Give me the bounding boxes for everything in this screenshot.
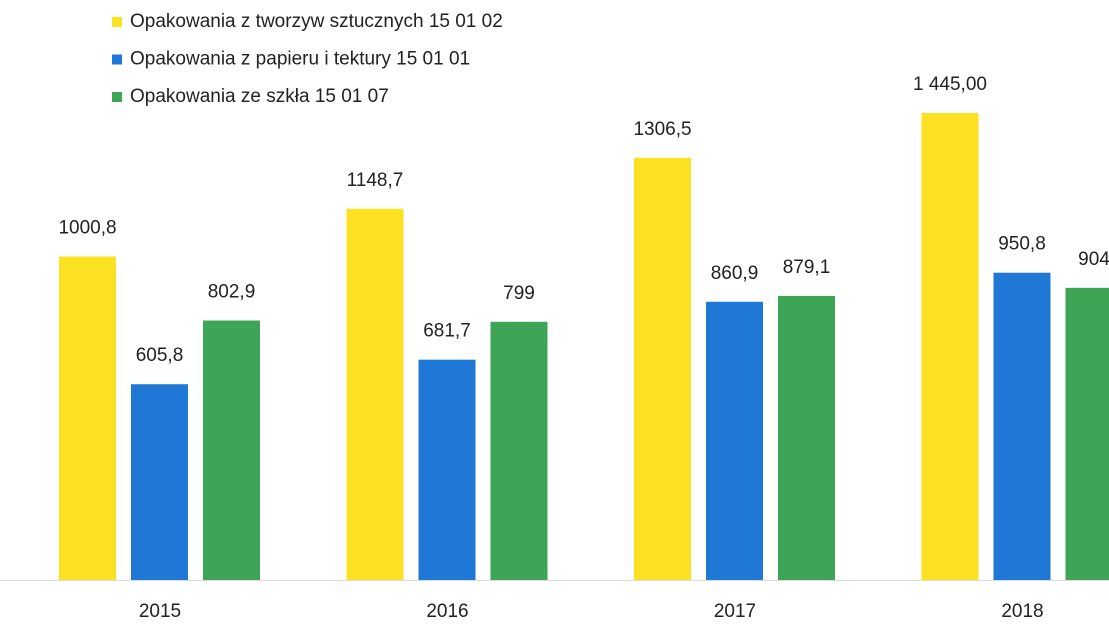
x-tick-label: 2015	[139, 601, 181, 622]
x-tick-label: 2018	[1001, 601, 1043, 622]
bar	[706, 301, 763, 580]
bar	[490, 321, 548, 580]
legend-label: Opakowania z tworzyw sztucznych 15 01 02	[130, 11, 503, 32]
bar	[921, 113, 979, 580]
data-label: 802,9	[208, 282, 256, 303]
data-label: 1000,8	[58, 218, 116, 239]
data-label: 950,8	[998, 234, 1046, 255]
bar	[131, 384, 188, 580]
data-label: 799	[503, 283, 535, 304]
bar	[993, 272, 1051, 580]
bar	[203, 320, 260, 580]
bar	[59, 256, 116, 580]
x-tick-label: 2016	[426, 601, 468, 622]
bar	[634, 157, 691, 580]
data-label: 681,7	[423, 321, 471, 342]
bar	[418, 359, 476, 580]
x-tick-label: 2017	[714, 601, 756, 622]
legend-label: Opakowania z papieru i tektury 15 01 01	[130, 49, 470, 70]
bar	[778, 295, 835, 580]
data-label: 1306,5	[633, 119, 691, 140]
legend-swatch	[112, 54, 122, 65]
legend-swatch	[112, 92, 122, 102]
data-label: 904	[1078, 249, 1109, 270]
data-label: 605,8	[136, 345, 184, 366]
data-label: 879,1	[783, 257, 831, 278]
bar	[1065, 287, 1109, 580]
bar	[346, 208, 404, 581]
data-label: 1 445,00	[913, 74, 987, 95]
legend-swatch	[112, 17, 122, 27]
legend-label: Opakowania ze szkła 15 01 07	[130, 86, 389, 107]
data-label: 1148,7	[347, 170, 404, 191]
data-label: 860,9	[711, 263, 759, 284]
